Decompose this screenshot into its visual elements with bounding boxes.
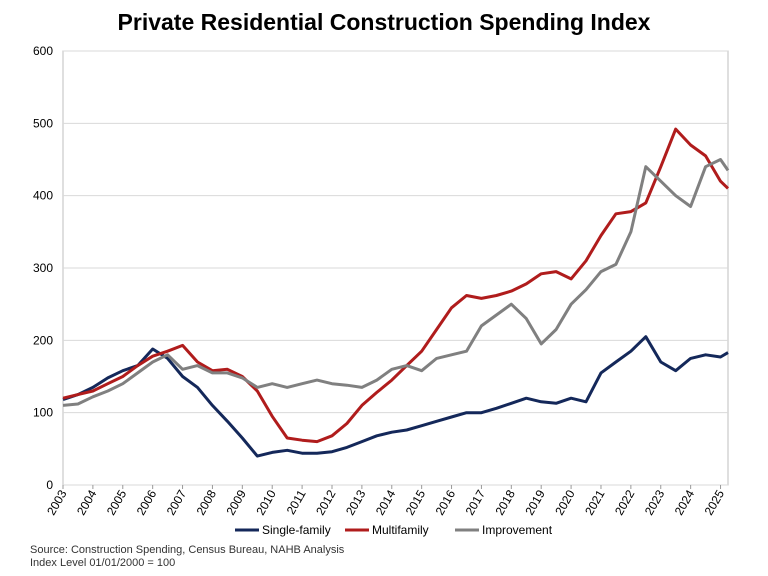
x-tick-label: 2017 bbox=[463, 487, 489, 517]
x-tick-label: 2014 bbox=[373, 487, 399, 517]
x-tick-label: 2007 bbox=[164, 487, 190, 517]
x-tick-label: 2019 bbox=[522, 487, 548, 517]
chart-title: Private Residential Construction Spendin… bbox=[118, 9, 651, 35]
x-tick-label: 2010 bbox=[253, 487, 279, 517]
x-tick-label: 2004 bbox=[74, 487, 100, 517]
x-tick-label: 2020 bbox=[552, 487, 578, 517]
x-tick-label: 2015 bbox=[403, 487, 429, 517]
series-line bbox=[62, 158, 730, 407]
y-tick-label: 0 bbox=[46, 478, 53, 492]
y-tick-label: 400 bbox=[33, 189, 53, 203]
series-line bbox=[62, 127, 730, 444]
x-tick-label: 2013 bbox=[343, 487, 369, 517]
y-tick-label: 200 bbox=[33, 333, 53, 347]
x-tick-label: 2021 bbox=[582, 487, 608, 517]
x-tick-label: 2024 bbox=[672, 487, 698, 517]
x-tick-label: 2005 bbox=[104, 487, 130, 517]
x-tick-label: 2025 bbox=[702, 487, 728, 517]
x-tick-label: 2008 bbox=[194, 487, 220, 517]
x-tick-label: 2016 bbox=[433, 487, 459, 517]
series-line bbox=[62, 335, 729, 458]
legend-label: Single-family bbox=[262, 523, 331, 537]
x-tick-label: 2011 bbox=[284, 487, 309, 517]
index-note: Index Level 01/01/2000 = 100 bbox=[30, 557, 175, 569]
y-tick-label: 100 bbox=[33, 406, 53, 420]
x-tick-label: 2006 bbox=[134, 487, 160, 517]
x-tick-label: 2012 bbox=[313, 487, 339, 517]
x-tick-label: 2018 bbox=[492, 487, 518, 517]
source-note: Source: Construction Spending, Census Bu… bbox=[30, 544, 345, 556]
x-tick-label: 2022 bbox=[612, 487, 638, 517]
y-tick-label: 300 bbox=[33, 261, 53, 275]
legend-label: Multifamily bbox=[372, 523, 429, 537]
y-tick-label: 600 bbox=[33, 44, 53, 58]
x-tick-label: 2009 bbox=[223, 487, 249, 517]
y-tick-label: 500 bbox=[33, 116, 53, 130]
x-tick-label: 2023 bbox=[642, 487, 668, 517]
legend-label: Improvement bbox=[482, 523, 553, 537]
